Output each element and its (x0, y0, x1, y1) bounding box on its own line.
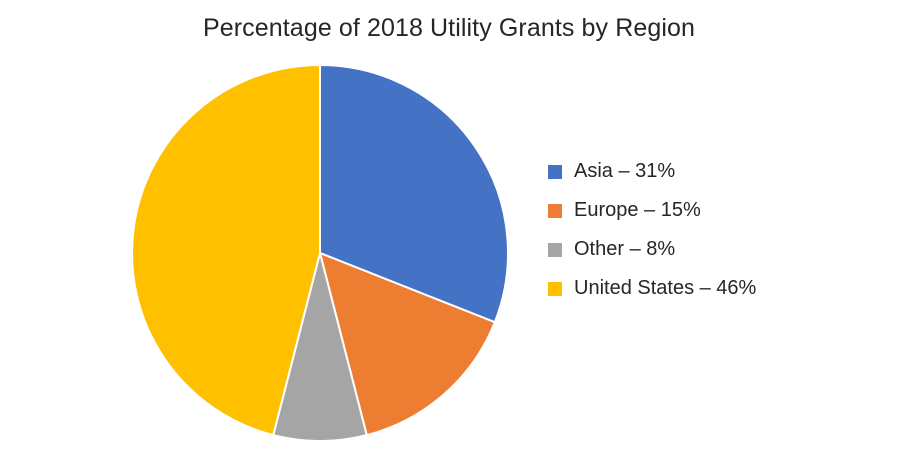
pie-slice-asia (319, 64, 509, 324)
legend-item-united-states: United States – 46% (548, 269, 888, 308)
legend-label-asia: Asia – 31% (574, 160, 676, 182)
chart-legend: Asia – 31% Europe – 15% Other – 8% Unite… (548, 152, 888, 308)
legend-item-asia: Asia – 31% (548, 152, 888, 191)
pie-slice-united-states (131, 64, 321, 437)
pie-slice-europe (319, 252, 496, 437)
legend-swatch-other (548, 242, 562, 257)
legend-label-other: Other – 8% (574, 238, 676, 260)
pie-slice-other (272, 252, 368, 442)
legend-item-other: Other – 8% (548, 230, 888, 269)
legend-item-europe: Europe – 15% (548, 191, 888, 230)
legend-swatch-asia (548, 164, 562, 179)
chart-title: Percentage of 2018 Utility Grants by Reg… (202, 14, 696, 42)
legend-swatch-europe (548, 203, 562, 218)
legend-swatch-united-states (548, 281, 562, 296)
legend-label-united-states: United States – 46% (574, 277, 757, 299)
legend-label-europe: Europe – 15% (574, 199, 701, 221)
